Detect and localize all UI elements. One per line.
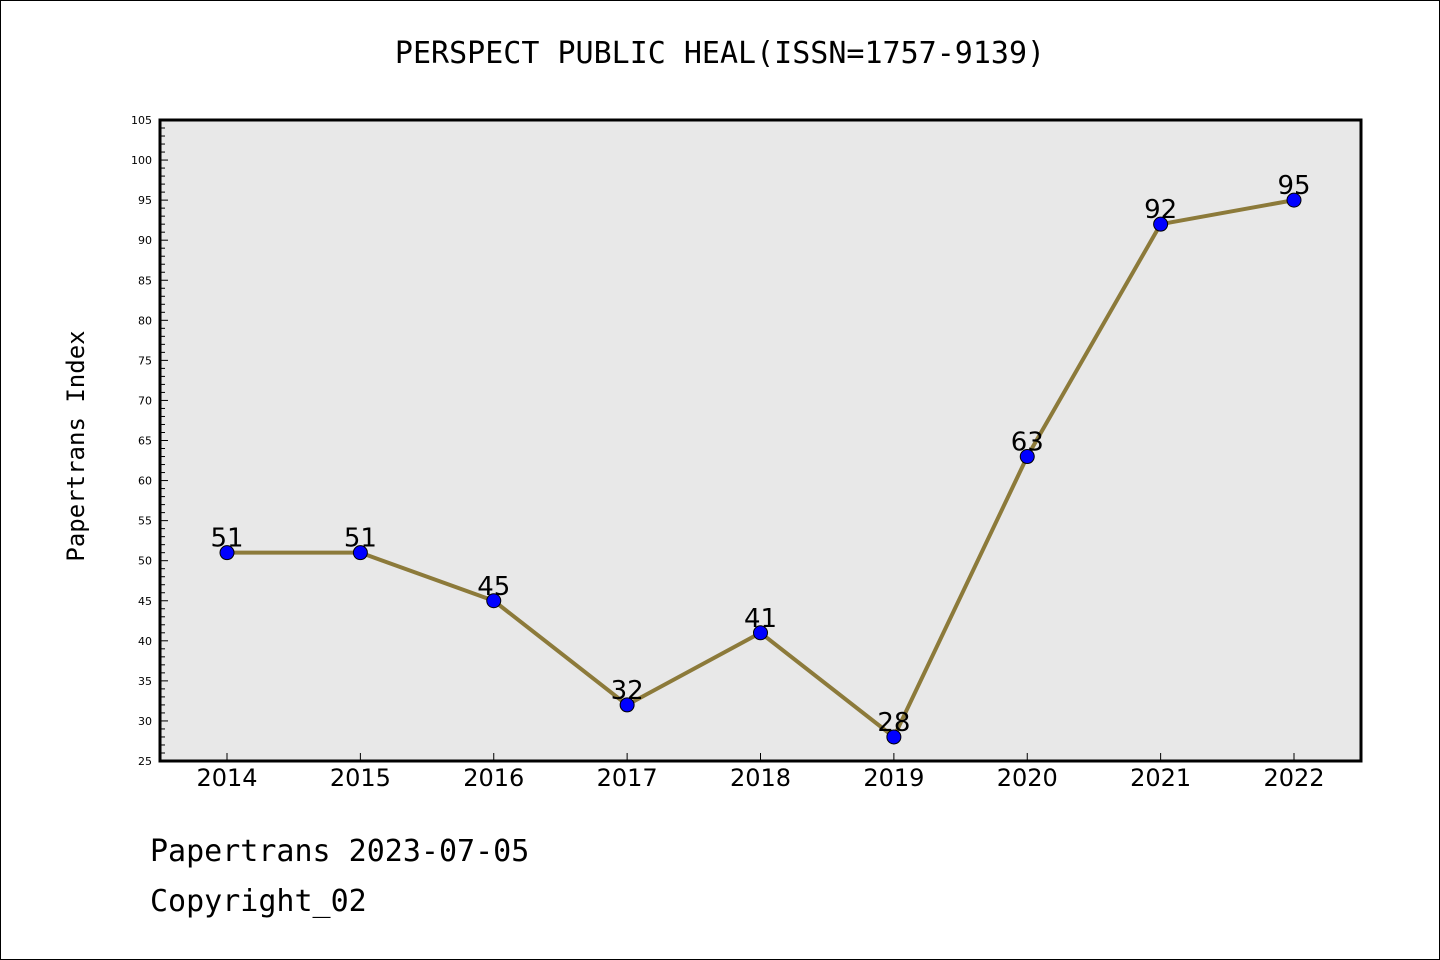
x-tick-label: 2021 bbox=[1130, 764, 1191, 792]
y-axis-title: Papertrans Index bbox=[62, 330, 90, 562]
y-tick-label: 40 bbox=[138, 635, 152, 648]
chart-title: PERSPECT PUBLIC HEAL(ISSN=1757-9139) bbox=[394, 36, 1046, 71]
data-point bbox=[619, 697, 635, 713]
plot-border bbox=[158, 118, 1363, 763]
y-tick-label: 80 bbox=[138, 314, 152, 327]
y-tick-label: 90 bbox=[138, 234, 152, 247]
x-tick-label: 2018 bbox=[730, 764, 791, 792]
y-tick-label: 75 bbox=[138, 354, 152, 367]
y-tick-label: 100 bbox=[131, 154, 152, 167]
data-point bbox=[753, 625, 768, 641]
x-tick-label: 2015 bbox=[330, 764, 391, 792]
y-tick-label: 65 bbox=[138, 435, 152, 448]
data-label: 45 bbox=[477, 572, 510, 602]
y-tick-label: 55 bbox=[138, 515, 152, 528]
footer-date-line: Papertrans 2023-07-05 bbox=[150, 834, 530, 869]
data-label: 41 bbox=[744, 604, 777, 634]
data-label: 63 bbox=[1011, 428, 1044, 458]
y-tick-label: 70 bbox=[138, 394, 152, 407]
y-tick-label: 30 bbox=[138, 715, 152, 728]
data-label: 95 bbox=[1277, 171, 1310, 201]
data-label: 28 bbox=[877, 708, 910, 738]
y-tick-label: 50 bbox=[138, 555, 152, 568]
y-tick-label: 95 bbox=[138, 194, 152, 207]
y-tick-label: 25 bbox=[138, 755, 152, 768]
y-tick-label: 45 bbox=[138, 595, 152, 608]
y-tick-label: 85 bbox=[138, 274, 152, 287]
x-tick-label: 2017 bbox=[597, 764, 658, 792]
data-label: 92 bbox=[1144, 195, 1177, 225]
data-point bbox=[486, 593, 502, 609]
x-tick-label: 2019 bbox=[863, 764, 924, 792]
data-point bbox=[1019, 449, 1035, 465]
data-point bbox=[219, 545, 235, 561]
x-tick-label: 2020 bbox=[997, 764, 1058, 792]
data-point bbox=[1286, 192, 1302, 208]
y-tick-label: 35 bbox=[138, 675, 152, 688]
data-label: 32 bbox=[611, 676, 644, 706]
x-tick-label: 2016 bbox=[463, 764, 524, 792]
data-label: 51 bbox=[210, 524, 243, 554]
footer-copyright-line: Copyright_02 bbox=[150, 884, 367, 919]
y-tick-label: 60 bbox=[138, 475, 152, 488]
data-label: 51 bbox=[344, 524, 377, 554]
data-point bbox=[886, 729, 902, 745]
data-point bbox=[352, 545, 368, 561]
x-tick-label: 2014 bbox=[196, 764, 257, 792]
data-point bbox=[1153, 216, 1169, 232]
x-tick-label: 2022 bbox=[1263, 764, 1324, 792]
y-tick-label: 105 bbox=[131, 114, 152, 127]
plot-area bbox=[160, 120, 1361, 761]
